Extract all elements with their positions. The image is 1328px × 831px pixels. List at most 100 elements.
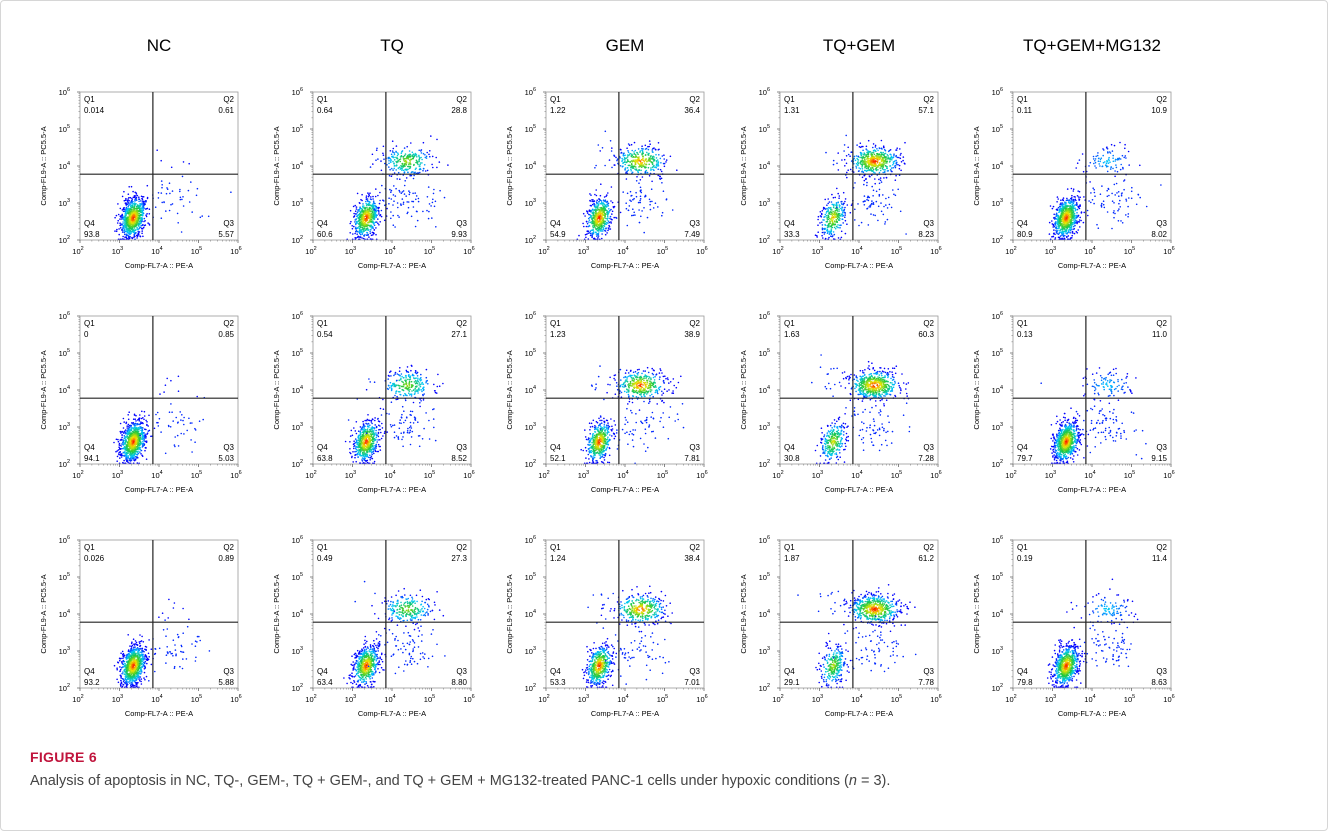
event-point (135, 234, 138, 237)
y-tick-label: 105 (59, 124, 70, 134)
event-point (146, 184, 149, 187)
event-point (900, 152, 902, 155)
event-point (593, 216, 596, 218)
event-point (1099, 158, 1102, 161)
event-point (393, 152, 396, 154)
event-point (390, 175, 393, 177)
event-point (391, 155, 393, 158)
event-point (357, 209, 359, 211)
event-point (379, 199, 381, 202)
event-point (871, 200, 873, 202)
event-point (376, 147, 378, 150)
event-point (1102, 200, 1105, 202)
event-point (352, 216, 355, 218)
event-point (1070, 187, 1073, 190)
event-point (1074, 219, 1077, 221)
event-point (359, 211, 362, 213)
event-point (368, 212, 371, 215)
event-point (864, 200, 866, 202)
event-point (1102, 203, 1105, 206)
event-point (657, 206, 659, 208)
event-point (594, 193, 596, 196)
event-point (416, 210, 418, 213)
event-point (657, 174, 659, 177)
event-point (1090, 192, 1092, 194)
event-point (602, 227, 605, 230)
event-point (596, 199, 598, 202)
event-point (399, 191, 401, 193)
event-point (1061, 226, 1063, 228)
event-point (1108, 156, 1110, 159)
event-point (1063, 206, 1066, 209)
event-point (1071, 203, 1073, 206)
event-point (136, 226, 138, 229)
event-point (372, 217, 374, 220)
event-point (838, 204, 841, 206)
event-point (179, 198, 182, 201)
event-point (637, 170, 639, 173)
event-point (136, 228, 138, 230)
event-point (419, 171, 421, 174)
event-point (877, 169, 879, 171)
event-point (1145, 205, 1148, 208)
event-point (122, 226, 124, 228)
event-point (648, 175, 651, 177)
event-point (361, 233, 364, 235)
event-point (643, 231, 645, 234)
event-point (895, 155, 897, 158)
column-title: NC (146, 36, 172, 55)
event-point (362, 237, 365, 240)
event-point (1079, 196, 1081, 199)
event-point (592, 214, 595, 217)
event-point (894, 165, 896, 167)
event-point (632, 208, 634, 210)
axis-ticks (1010, 91, 1172, 243)
event-point (877, 205, 880, 208)
event-point (412, 206, 415, 208)
event-point (139, 235, 141, 237)
event-point (117, 219, 119, 222)
event-point (422, 167, 425, 170)
event-point (354, 221, 356, 223)
event-point (634, 214, 636, 216)
event-point (389, 168, 391, 171)
event-point (382, 154, 385, 156)
event-point (388, 157, 391, 160)
x-tick-label: 103 (112, 246, 123, 256)
event-point (649, 208, 652, 211)
event-point (369, 166, 372, 168)
event-point (129, 215, 132, 217)
event-point (380, 160, 382, 162)
event-point (876, 153, 879, 155)
event-point (428, 153, 430, 156)
event-point (665, 159, 668, 161)
event-point (362, 214, 365, 217)
event-point (638, 163, 640, 165)
event-point (179, 196, 182, 199)
event-point (1064, 210, 1066, 212)
event-point (1160, 184, 1162, 186)
event-point (586, 210, 588, 213)
event-point (635, 159, 638, 161)
event-point (1069, 224, 1072, 227)
event-point (842, 203, 844, 206)
quadrant-value: 1.31 (784, 106, 800, 115)
event-point (598, 198, 600, 200)
event-point (1125, 200, 1128, 202)
event-point (607, 192, 609, 194)
event-point (1063, 237, 1065, 239)
event-point (875, 200, 878, 203)
event-point (586, 212, 589, 214)
event-point (616, 159, 618, 162)
event-point (403, 160, 406, 162)
event-point (1048, 221, 1051, 224)
event-point (833, 223, 836, 226)
event-point (363, 219, 366, 221)
quadrant-value: 28.8 (451, 106, 467, 115)
event-point (1053, 232, 1055, 234)
event-point (865, 164, 868, 167)
event-point (828, 201, 831, 203)
event-point (1062, 209, 1064, 212)
event-point (1117, 191, 1120, 193)
event-point (846, 176, 848, 179)
